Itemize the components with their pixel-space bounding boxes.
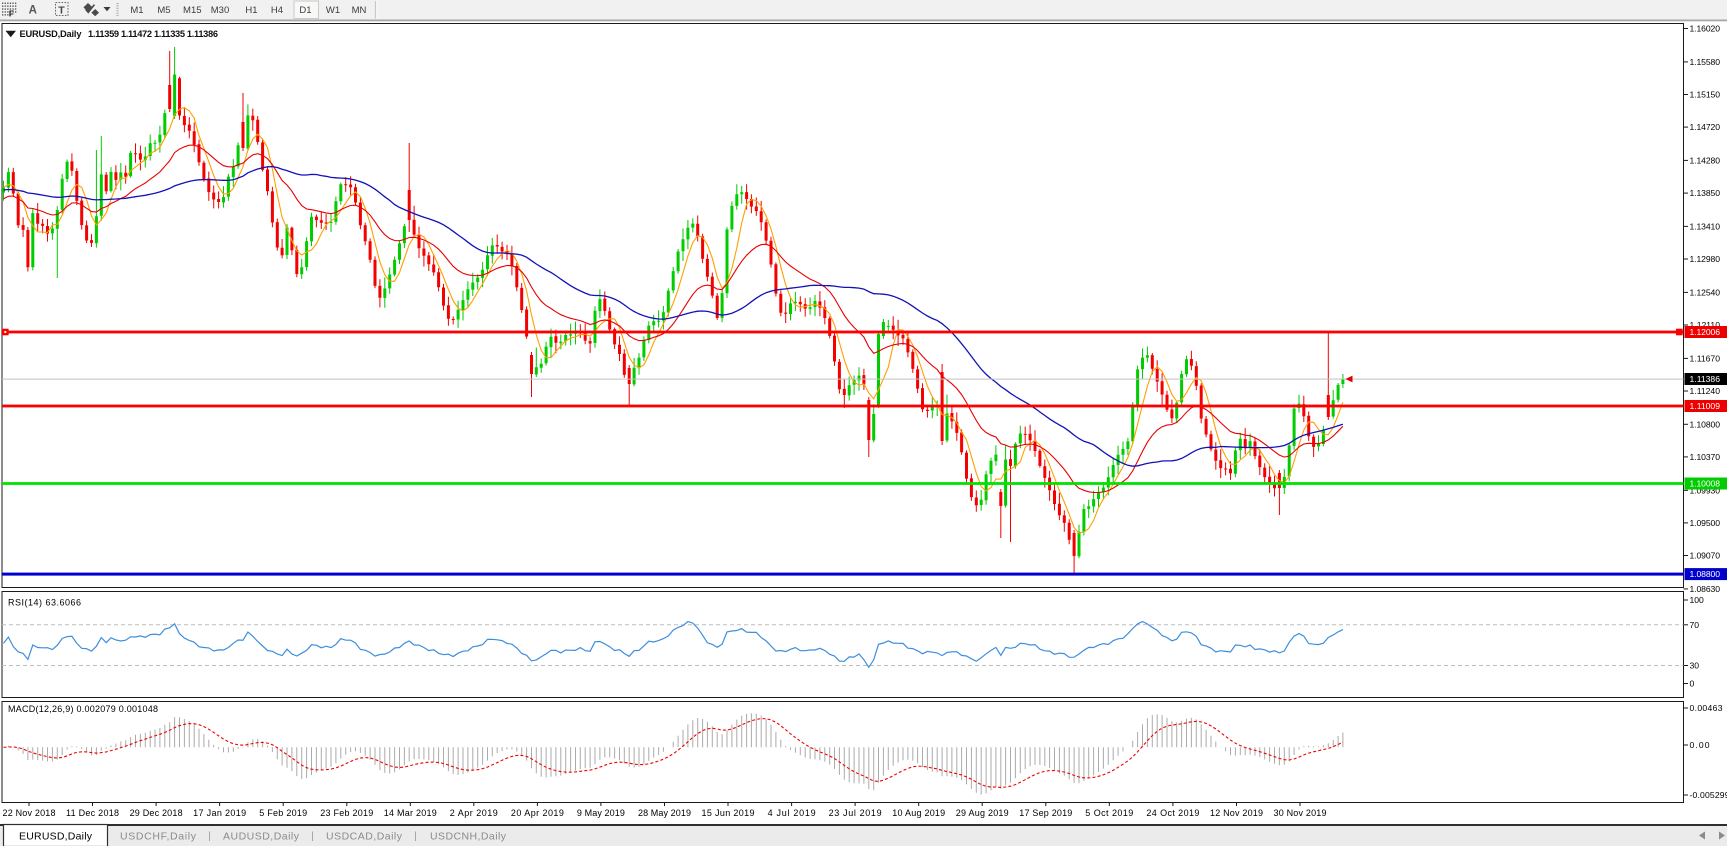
svg-text:MN: MN [352, 5, 367, 16]
svg-text:1.10370: 1.10370 [1690, 452, 1721, 462]
svg-text:9 May 2019: 9 May 2019 [577, 808, 625, 818]
svg-text:24 Oct 2019: 24 Oct 2019 [1146, 808, 1199, 818]
svg-text:17 Jan 2019: 17 Jan 2019 [193, 808, 246, 818]
svg-text:4 Jul 2019: 4 Jul 2019 [768, 808, 816, 818]
svg-text:RSI(14) 63.6066: RSI(14) 63.6066 [8, 598, 81, 608]
svg-text:15 Jun 2019: 15 Jun 2019 [702, 808, 755, 818]
svg-text:70: 70 [1690, 620, 1700, 630]
svg-text:1.14280: 1.14280 [1690, 156, 1721, 166]
svg-text:1.08630: 1.08630 [1690, 584, 1721, 594]
svg-text:1.08800: 1.08800 [1690, 569, 1721, 579]
svg-text:-0.005299: -0.005299 [1690, 790, 1727, 800]
svg-text:1.11670: 1.11670 [1690, 354, 1721, 364]
svg-text:1.11009: 1.11009 [1690, 401, 1721, 411]
svg-text:M15: M15 [183, 5, 201, 16]
svg-text:1.14720: 1.14720 [1690, 122, 1721, 132]
svg-text:D1: D1 [299, 5, 311, 16]
svg-text:12 Nov 2019: 12 Nov 2019 [1210, 808, 1263, 818]
svg-text:22 Nov 2018: 22 Nov 2018 [3, 808, 56, 818]
svg-text:USDCNH,Daily: USDCNH,Daily [430, 831, 507, 843]
svg-text:29 Aug 2019: 29 Aug 2019 [956, 808, 1009, 818]
svg-text:11 Dec 2018: 11 Dec 2018 [66, 808, 119, 818]
svg-text:|: | [311, 831, 314, 842]
svg-text:29 Dec 2018: 29 Dec 2018 [130, 808, 183, 818]
svg-text:F: F [9, 8, 14, 18]
svg-text:T: T [58, 4, 65, 16]
svg-text:28 May 2019: 28 May 2019 [638, 808, 691, 818]
svg-text:1.12980: 1.12980 [1690, 254, 1721, 264]
svg-text:1.10800: 1.10800 [1690, 419, 1721, 429]
svg-text:0: 0 [1690, 679, 1695, 689]
svg-text:EURUSD,Daily: EURUSD,Daily [19, 831, 93, 843]
svg-text:5 Feb 2019: 5 Feb 2019 [259, 808, 307, 818]
svg-text:1.16020: 1.16020 [1690, 24, 1721, 34]
svg-text:5 Oct 2019: 5 Oct 2019 [1085, 808, 1133, 818]
svg-text:EURUSD,Daily: EURUSD,Daily [20, 29, 83, 39]
svg-text:H4: H4 [271, 5, 283, 16]
svg-text:|: | [208, 831, 211, 842]
svg-text:1.15150: 1.15150 [1690, 90, 1721, 100]
svg-text:|: | [414, 831, 417, 842]
svg-text:W1: W1 [326, 5, 340, 16]
svg-text:1.12110: 1.12110 [1690, 320, 1721, 330]
svg-text:1.11240: 1.11240 [1690, 386, 1721, 396]
svg-text:23 Feb 2019: 23 Feb 2019 [320, 808, 373, 818]
svg-text:USDCHF,Daily: USDCHF,Daily [120, 831, 197, 843]
svg-text:0.00463: 0.00463 [1690, 703, 1723, 713]
svg-text:1.12540: 1.12540 [1690, 288, 1721, 298]
svg-text:14 Mar 2019: 14 Mar 2019 [384, 808, 437, 818]
svg-text:1.15580: 1.15580 [1690, 57, 1721, 67]
svg-text:30: 30 [1690, 661, 1700, 671]
svg-text:2 Apr 2019: 2 Apr 2019 [450, 808, 498, 818]
svg-text:100: 100 [1690, 595, 1705, 605]
svg-text:20 Apr 2019: 20 Apr 2019 [511, 808, 564, 818]
svg-text:M1: M1 [130, 5, 143, 16]
svg-text:H1: H1 [245, 5, 257, 16]
svg-text:1.10008: 1.10008 [1690, 479, 1721, 489]
svg-text:0.00: 0.00 [1690, 740, 1710, 750]
svg-text:30 Nov 2019: 30 Nov 2019 [1274, 808, 1327, 818]
svg-text:M30: M30 [211, 5, 229, 16]
svg-text:1.13410: 1.13410 [1690, 222, 1721, 232]
svg-text:1.09930: 1.09930 [1690, 485, 1721, 495]
svg-text:1.13850: 1.13850 [1690, 188, 1721, 198]
svg-text:USDCAD,Daily: USDCAD,Daily [326, 831, 403, 843]
svg-text:M5: M5 [157, 5, 170, 16]
svg-text:1.11359 1.11472 1.11335 1.1138: 1.11359 1.11472 1.11335 1.11386 [88, 29, 218, 39]
svg-text:10 Aug 2019: 10 Aug 2019 [892, 808, 945, 818]
svg-text:AUDUSD,Daily: AUDUSD,Daily [223, 831, 300, 843]
svg-text:MACD(12,26,9) 0.002079 0.00104: MACD(12,26,9) 0.002079 0.001048 [8, 704, 158, 714]
svg-text:1.11386: 1.11386 [1690, 374, 1721, 384]
svg-text:1.12006: 1.12006 [1690, 327, 1721, 337]
svg-text:1.09500: 1.09500 [1690, 518, 1721, 528]
svg-text:A: A [29, 5, 37, 17]
svg-text:17 Sep 2019: 17 Sep 2019 [1019, 808, 1072, 818]
svg-text:1.09070: 1.09070 [1690, 551, 1721, 561]
svg-text:23 Jul 2019: 23 Jul 2019 [829, 808, 882, 818]
